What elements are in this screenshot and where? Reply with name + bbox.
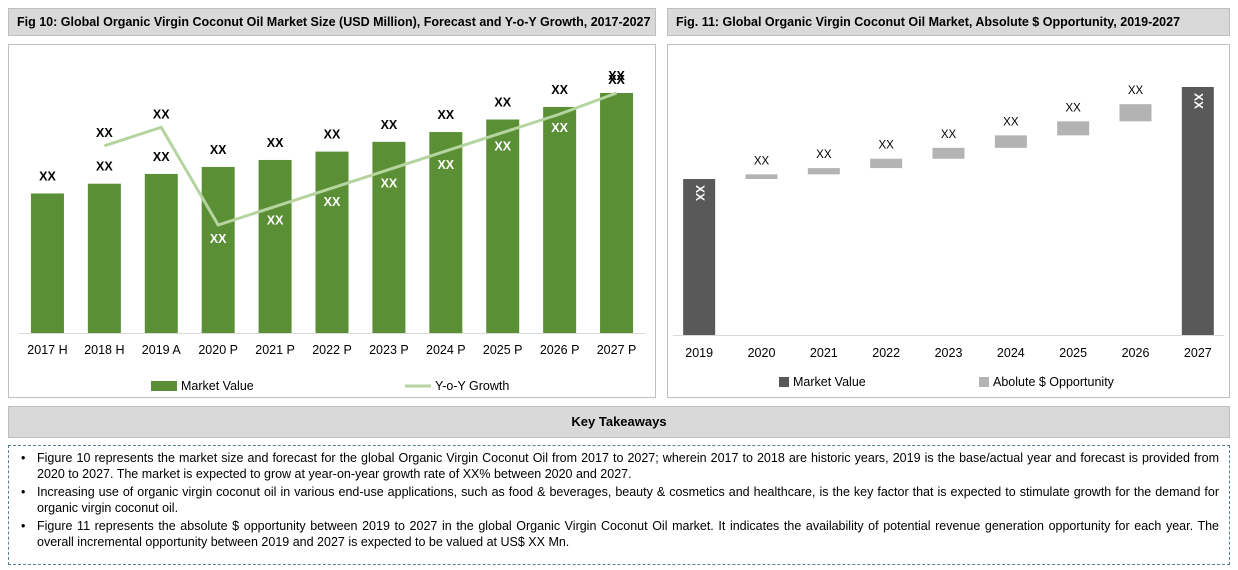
bar-data-label: XX: [381, 118, 398, 132]
legend-swatch-market-value: [779, 377, 789, 387]
x-tick-label: 2018 H: [84, 343, 124, 357]
fig11-chart-panel: XX 2019 XX 2020 XX 2021 XX 2022 XX 2023 XX 2024 XX 20…: [667, 44, 1230, 398]
bar-data-label: XX: [608, 69, 625, 83]
legend-swatch-market-value: [151, 381, 177, 391]
bar-market-value: [315, 151, 349, 333]
x-tick-label: 2019: [685, 346, 713, 360]
bar-data-label: XX: [693, 185, 707, 201]
x-tick-label: 2025: [1059, 346, 1087, 360]
takeaway-item: Figure 11 represents the absolute $ oppo…: [19, 518, 1219, 550]
line-data-label: XX: [437, 158, 454, 172]
fig10-chart: XX 2017 H XX 2018 H XX 2019 A XX 2020 P XX 2021 P…: [19, 69, 645, 393]
bar-data-label: XX: [324, 128, 341, 142]
legend-label-market-value: Market Value: [181, 379, 254, 393]
legend-label-market-value: Market Value: [793, 375, 866, 389]
bar-data-label: XX: [39, 169, 56, 183]
bar-absolute-opportunity: [870, 158, 903, 169]
x-tick-label: 2019 A: [142, 343, 182, 357]
line-data-label: XX: [324, 195, 341, 209]
bar-market-value: [683, 179, 716, 335]
key-takeaways-list: Figure 10 represents the market size and…: [19, 450, 1219, 550]
bar-absolute-opportunity: [1057, 121, 1090, 136]
takeaway-item: Increasing use of organic virgin coconut…: [19, 484, 1219, 516]
fig10-title: Fig 10: Global Organic Virgin Coconut Oi…: [8, 8, 656, 36]
bar-data-label: XX: [1003, 116, 1019, 128]
bar-data-label: XX: [210, 143, 227, 157]
x-tick-label: 2017 H: [27, 343, 67, 357]
key-takeaways-panel: Figure 10 represents the market size and…: [8, 445, 1230, 565]
bar-market-value: [600, 93, 634, 333]
bar-market-value: [486, 119, 520, 333]
bar-market-value: [543, 106, 577, 333]
x-tick-label: 2022 P: [312, 343, 352, 357]
takeaway-item: Figure 10 represents the market size and…: [19, 450, 1219, 482]
line-data-label: XX: [608, 73, 625, 87]
bar-data-label: XX: [96, 160, 113, 174]
x-tick-label: 2021: [810, 346, 838, 360]
line-data-label: XX: [381, 177, 398, 191]
fig11-title: Fig. 11: Global Organic Virgin Coconut O…: [667, 8, 1230, 36]
x-tick-label: 2023: [935, 346, 963, 360]
bar-data-label: XX: [1065, 102, 1081, 114]
bar-market-value: [429, 132, 463, 333]
bar-absolute-opportunity: [745, 174, 778, 180]
bar-market-value: [258, 159, 292, 333]
line-yoy-growth: [103, 91, 618, 227]
bar-market-value: [144, 173, 178, 333]
bar-market-value: [30, 193, 64, 333]
x-tick-label: 2024: [997, 346, 1025, 360]
fig10-chart-panel: XX 2017 H XX 2018 H XX 2019 A XX 2020 P XX 2021 P…: [8, 44, 656, 398]
x-tick-label: 2026: [1122, 346, 1150, 360]
bar-absolute-opportunity: [932, 147, 965, 159]
x-tick-label: 2027: [1184, 346, 1212, 360]
bar-market-value: [87, 183, 121, 333]
x-tick-label: 2023 P: [369, 343, 409, 357]
key-takeaways-title: Key Takeaways: [8, 406, 1230, 438]
bar-absolute-opportunity: [1119, 104, 1152, 122]
legend-label-yoy-growth: Y-o-Y Growth: [435, 379, 509, 393]
bar-data-label: XX: [153, 150, 170, 164]
bar-data-label: XX: [267, 136, 284, 150]
bar-data-label: XX: [551, 83, 568, 97]
bar-market-value: [1181, 87, 1214, 335]
x-tick-label: 2021 P: [255, 343, 295, 357]
line-data-label: XX: [210, 232, 227, 246]
bar-data-label: XX: [754, 155, 770, 167]
fig11-chart: XX 2019 XX 2020 XX 2021 XX 2022 XX 2023 XX 2024 XX 20…: [673, 85, 1224, 389]
line-data-label: XX: [551, 121, 568, 135]
x-tick-label: 2024 P: [426, 343, 466, 357]
line-data-label: XX: [267, 214, 284, 228]
bar-data-label: XX: [941, 129, 957, 141]
bar-data-label: XX: [494, 96, 511, 110]
x-tick-label: 2020 P: [198, 343, 238, 357]
bar-data-label: XX: [816, 149, 832, 161]
legend-label-absolute-opportunity: Abolute $ Opportunity: [993, 375, 1115, 389]
line-data-label: XX: [153, 107, 170, 121]
bar-data-label: XX: [437, 108, 454, 122]
bar-data-label: XX: [878, 140, 894, 152]
line-data-label: XX: [96, 126, 113, 140]
bar-data-label: XX: [1128, 85, 1144, 97]
x-tick-label: 2020: [748, 346, 776, 360]
bar-absolute-opportunity: [807, 168, 840, 175]
x-tick-label: 2022: [872, 346, 900, 360]
x-tick-label: 2025 P: [483, 343, 523, 357]
bar-market-value: [201, 166, 235, 333]
bar-absolute-opportunity: [994, 135, 1027, 148]
x-tick-label: 2026 P: [540, 343, 580, 357]
legend-swatch-absolute-opportunity: [979, 377, 989, 387]
bar-data-label: XX: [1192, 93, 1206, 109]
line-data-label: XX: [494, 140, 511, 154]
x-tick-label: 2027 P: [597, 343, 637, 357]
